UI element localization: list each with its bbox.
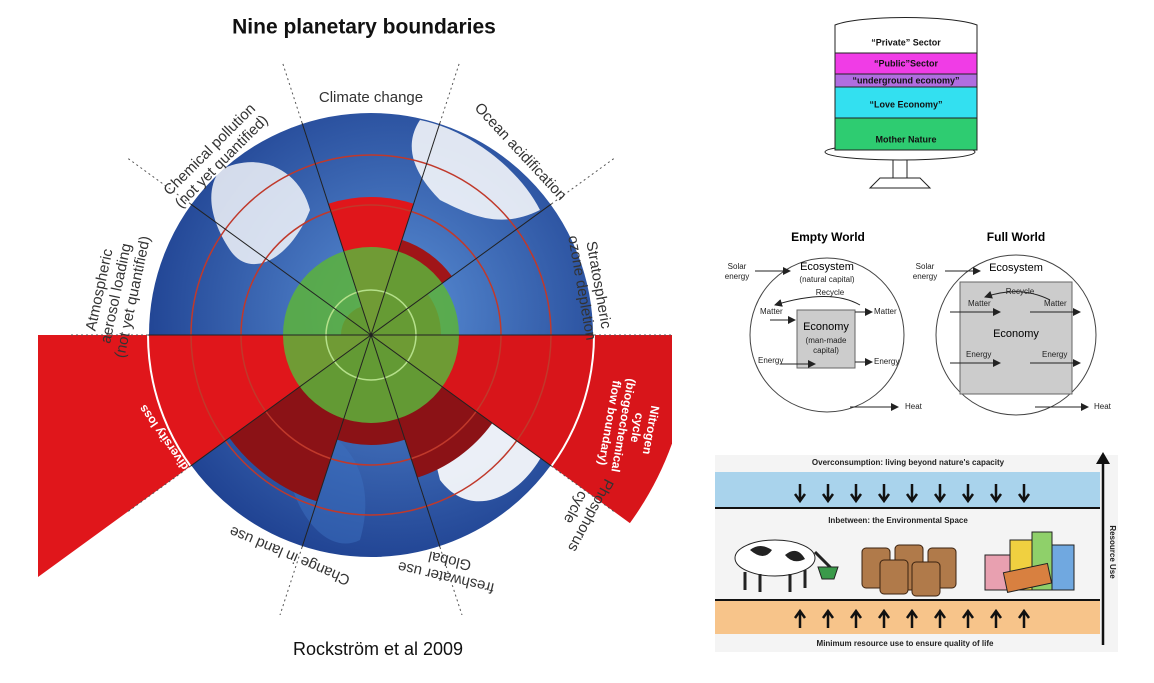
label: Solar energy: [913, 262, 937, 281]
axis-arrow-head: [1096, 452, 1110, 464]
boundary-wedge: [371, 335, 672, 524]
spoke: [190, 203, 372, 336]
label: Energy: [758, 356, 783, 365]
spoke: [370, 334, 441, 548]
label: Heat: [1094, 402, 1112, 411]
empty-world: Empty World Solar energy Ecosystem (natur…: [725, 230, 923, 413]
cake-label: “underground economy”: [852, 75, 959, 85]
label: Matter: [760, 307, 783, 316]
label: (natural capital): [799, 275, 854, 284]
title: Nine planetary boundaries: [232, 16, 496, 39]
cake-stand: [868, 177, 932, 189]
down-arrow: [793, 484, 807, 504]
cake-label: “Private” Sector: [871, 37, 941, 47]
segment-label: Stratosphericozone depletion: [564, 231, 616, 341]
label: Matter: [968, 299, 991, 308]
up-arrow: [989, 608, 1003, 628]
spoke: [370, 203, 552, 336]
label: Economy: [803, 321, 849, 333]
economy-box: [959, 281, 1073, 395]
down-arrow: [989, 484, 1003, 504]
down-arrow: [961, 484, 975, 504]
axis-label: Resource Use: [1108, 525, 1117, 579]
label: Energy: [1042, 350, 1067, 359]
label: Energy: [874, 357, 899, 366]
cake-stand: [892, 155, 908, 179]
spoke-dotted: [281, 62, 303, 124]
segment-label: Climate change: [319, 89, 423, 106]
down-arrow: [877, 484, 891, 504]
up-arrow: [821, 608, 835, 628]
planetary-diagram: [38, 62, 672, 615]
down-arrow: [849, 484, 863, 504]
band: [715, 472, 1100, 508]
label: Ecosystem: [800, 261, 854, 273]
cow: [743, 550, 835, 592]
spoke: [301, 334, 372, 548]
label: Economy: [993, 328, 1039, 340]
up-arrow: [877, 608, 891, 628]
spoke: [370, 122, 441, 336]
land: [411, 120, 540, 220]
label: Recycle: [816, 288, 845, 297]
up-arrow: [933, 608, 947, 628]
spoke-dotted: [439, 62, 461, 124]
world-title: Empty World: [791, 230, 865, 244]
cake-label: Mother Nature: [875, 134, 936, 144]
up-arrow: [905, 608, 919, 628]
arrow: [774, 296, 861, 307]
label: Matter: [874, 307, 897, 316]
full-world: Full World Solar energy Ecosystem Recycle…: [913, 230, 1112, 416]
label: (man-made capital): [806, 336, 847, 355]
label: Overconsumption: living beyond nature's …: [812, 458, 1005, 467]
label: Heat: [905, 402, 923, 411]
world-title: Full World: [987, 230, 1045, 244]
cake-label: “Love Economy”: [869, 99, 942, 109]
label: Matter: [1044, 299, 1067, 308]
up-arrow: [961, 608, 975, 628]
down-arrow: [821, 484, 835, 504]
spoke: [301, 122, 372, 336]
up-arrow: [793, 608, 807, 628]
down-arrow: [933, 484, 947, 504]
barrels: [861, 544, 957, 597]
source: Rockström et al 2009: [293, 639, 463, 659]
up-arrow: [849, 608, 863, 628]
label: Energy: [966, 350, 991, 359]
down-arrow: [905, 484, 919, 504]
down-arrow: [1017, 484, 1031, 504]
bucket: [817, 566, 839, 580]
label: Inbetween: the Environmental Space: [828, 516, 968, 525]
label: Minimum resource use to ensure quality o…: [817, 639, 994, 648]
arrow: [984, 290, 1051, 301]
label: Solar energy: [725, 262, 749, 281]
spoke: [190, 334, 372, 467]
spoke: [370, 334, 552, 467]
cake-layer: [834, 86, 978, 119]
boundary-wedge: [38, 335, 371, 577]
resource-use: Overconsumption: living beyond nature's …: [715, 452, 1118, 652]
up-arrow: [1017, 608, 1031, 628]
cake-layer: [834, 17, 978, 54]
label: Ecosystem: [989, 262, 1043, 274]
cake-label: “Public”Sector: [874, 58, 939, 68]
cake: [824, 17, 978, 189]
economy-box: [796, 309, 856, 369]
cow: [750, 546, 805, 562]
buildings: [984, 531, 1075, 593]
land: [211, 162, 310, 265]
